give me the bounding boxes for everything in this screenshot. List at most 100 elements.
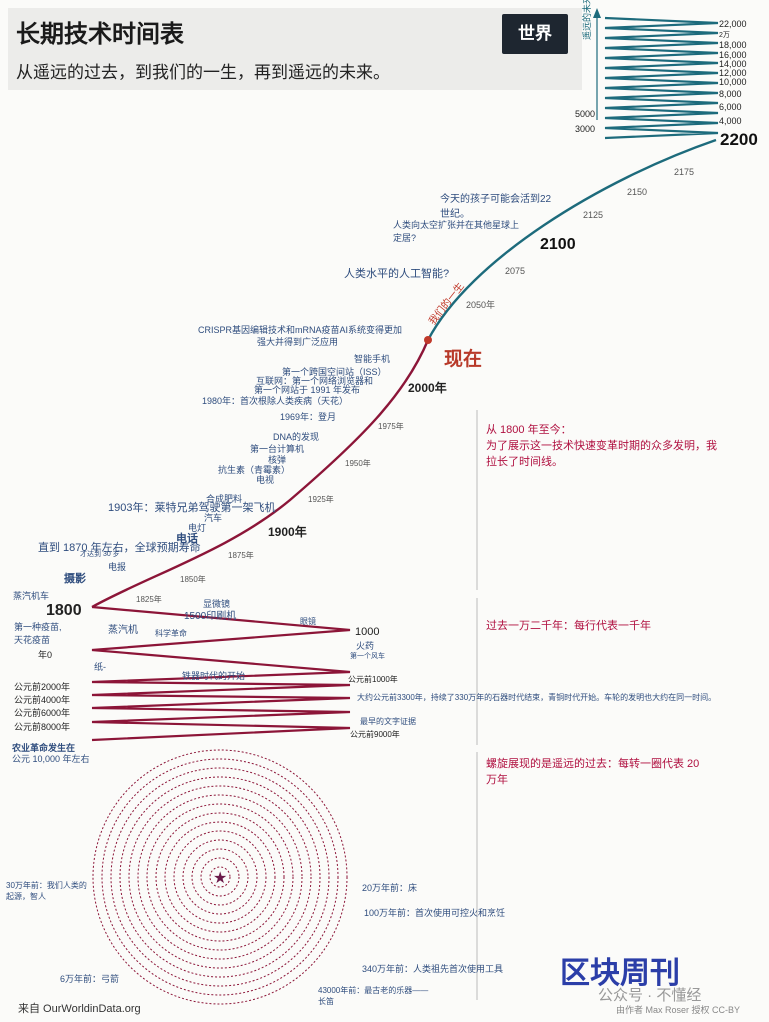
- decade-label: 1875年: [228, 551, 254, 560]
- modern-event-label: 汽车: [204, 513, 223, 523]
- watermark-account: 公众号 · 不懂经: [598, 987, 702, 1004]
- modern-event-label: DNA的发现: [273, 432, 320, 442]
- header-panel: [8, 8, 582, 90]
- modern-event-label: 蒸汽机车: [13, 591, 50, 601]
- label-2100: 2100: [540, 236, 576, 253]
- spiral-ring: [182, 839, 258, 915]
- modern-event-label: 合成肥料: [206, 494, 243, 504]
- past-12000-note: 过去一万二千年：每行代表一千年: [486, 620, 651, 632]
- glasses-label: 眼镜: [300, 617, 316, 626]
- microscope-label: 显微镜: [203, 599, 231, 609]
- label-2050: 2050年: [466, 300, 496, 310]
- modern-era-curve: [91, 339, 430, 609]
- decade-label: 1975年: [378, 422, 404, 431]
- brand-logo: 世界: [502, 14, 568, 54]
- bronze-age-note: 大约公元前3300年，持续了330万年的石器时代结束，青铜时代开始。车轮的发明也…: [357, 693, 717, 702]
- windmill-label: 第一个风车: [350, 653, 385, 660]
- modern-event-label: 第一个跨国空间站（ISS）: [282, 367, 387, 377]
- page-title: 长期技术时间表: [16, 21, 184, 48]
- page-subtitle: 从遥远的过去，到我们的一生，再到遥远的未来。: [16, 63, 390, 82]
- spiral-ring: [119, 776, 321, 978]
- modern-event-label: 直到 1870 年左右，全球预期寿命: [38, 542, 201, 554]
- label-1000: 1000: [355, 626, 380, 638]
- future-tick-label: 6,000: [719, 102, 742, 112]
- label-1000bc: 公元前1000年: [348, 675, 398, 684]
- future-tick-label: 12,000: [719, 68, 747, 78]
- millennia-zigzag: [91, 605, 351, 742]
- spiral-note: 螺旋展现的是遥远的过去：每转一圈代表 20 万年: [486, 758, 700, 786]
- tools-label: 340万年前：人类祖先首次使用工具: [362, 964, 504, 974]
- modern-event-label: 第一台计算机: [250, 444, 305, 454]
- future-tick-label: 2万: [719, 32, 730, 39]
- iron-age-label: 铁器时代的开始: [182, 671, 246, 681]
- decade-label: 1825年: [136, 595, 162, 604]
- modern-event-label: 1903年：莱特兄弟驾驶第一架飞机: [108, 502, 276, 514]
- decade-label: 1925年: [308, 495, 334, 504]
- agriculture-label-2: 公元 10,000 年左右: [12, 754, 90, 764]
- deep-past-spiral: [92, 749, 348, 1005]
- decade-label: 1800: [46, 602, 82, 619]
- spiral-ring: [155, 812, 285, 942]
- scientific-revolution-label: 科学革命: [155, 629, 187, 638]
- watermark-brand: 区块周刊: [560, 957, 680, 990]
- label-2075: 2075: [505, 266, 526, 276]
- spiral-ring: [128, 785, 312, 969]
- spiral-ring: [110, 767, 330, 987]
- modern-event-label: 电视: [256, 475, 275, 485]
- modern-event-label: 电话: [176, 533, 198, 545]
- homo-sapiens-label: 30万年前：我们人类的 起源，智人: [6, 881, 87, 901]
- decade-label: 1900年: [268, 525, 307, 539]
- modern-event-label: 1969年：登月: [280, 412, 337, 422]
- paper-label: 纸-: [94, 662, 106, 672]
- label-2150: 2150: [627, 187, 648, 197]
- decade-label: 1950年: [345, 459, 371, 468]
- label-2200: 2200: [720, 130, 758, 149]
- modern-event-label: 核弹: [268, 455, 287, 465]
- spiral-ring: [173, 830, 267, 924]
- spiral-ring: [146, 803, 294, 951]
- future-tick-label: 16,000: [719, 50, 747, 60]
- future-tick-label: 8,000: [719, 89, 742, 99]
- modern-event-label: 互联网：第一个网络浏览器和: [256, 376, 374, 386]
- credit-text: 由作者 Max Roser 授权 CC-BY: [616, 1005, 741, 1015]
- spiral-ring: [164, 821, 276, 933]
- far-future-label: 遥远的未来: [582, 0, 592, 40]
- future-tick-label: 22,000: [719, 19, 747, 29]
- decade-label: 1850年: [180, 575, 206, 584]
- agriculture-label: 农业革命发生在: [12, 743, 76, 753]
- modern-event-label: 抗生素（青霉素）: [218, 465, 291, 475]
- label-9000bc: 公元前9000年: [350, 730, 400, 739]
- future-tick-label: 14,000: [719, 59, 747, 69]
- label-4000bc: 公元前4000年: [14, 695, 71, 705]
- source-text: 来自 OurWorldinData.org: [18, 1003, 141, 1015]
- ai-note: 人类水平的人工智能?: [344, 268, 450, 280]
- space-expansion-note: 人类向太空扩张并在其他星球上 定居?: [393, 220, 520, 243]
- modern-event-label: 电灯: [188, 523, 207, 533]
- future-tick-label: 18,000: [719, 40, 747, 50]
- label-year-0: 年0: [38, 650, 53, 660]
- gunpowder-label: 火药: [356, 641, 375, 651]
- now-marker: [424, 336, 432, 344]
- printing-press-label: 1500印刷机: [184, 611, 237, 622]
- spiral-ring: [191, 848, 249, 906]
- modern-event-label: 第一个网站于 1991 年发布: [254, 385, 361, 395]
- steam-engine-label: 蒸汽机: [108, 625, 138, 636]
- spiral-ring: [92, 749, 348, 1005]
- label-2000bc: 公元前2000年: [14, 682, 71, 692]
- spiral-ring: [200, 857, 240, 897]
- modern-event-label: 摄影: [64, 573, 86, 585]
- bow-arrow-label: 6万年前：弓箭: [60, 974, 120, 984]
- modern-event-label: CRISPR基因编辑技术和mRNA疫苗AI系统变得更加: [198, 325, 403, 335]
- modern-event-label: 才达到 30 岁: [80, 551, 120, 558]
- spiral-ring: [101, 758, 339, 996]
- future-tick-label: 3000: [575, 124, 596, 134]
- first-vaccine-label: 第一种疫苗, 天花疫苗: [14, 622, 62, 645]
- future-tick-label: 5000: [575, 109, 596, 119]
- label-2125: 2125: [583, 210, 604, 220]
- future-arrow-icon: [593, 8, 601, 18]
- since-1800-note: 从 1800 年至今： 为了展示这一技术快速变革时期的众多发明，我 拉长了时间线…: [486, 424, 717, 468]
- future-tick-label: 10,000: [719, 77, 747, 87]
- modern-event-label: 智能手机: [354, 354, 391, 364]
